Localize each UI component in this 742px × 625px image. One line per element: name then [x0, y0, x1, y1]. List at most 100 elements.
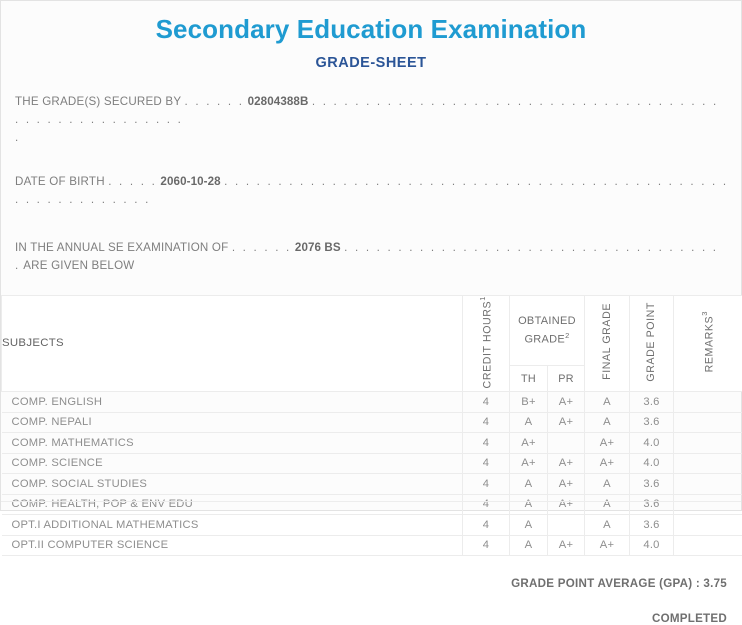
cell-final-grade: A: [585, 392, 630, 413]
gpa-text: GRADE POINT AVERAGE (GPA) : 3.75: [1, 577, 727, 590]
dob-value: 2060-10-28: [160, 175, 220, 188]
cell-theory-grade: A+: [510, 433, 548, 454]
cell-practical-grade: A+: [548, 412, 585, 433]
page-title: Secondary Education Examination: [1, 14, 741, 45]
dots-leader: . . . . . .: [232, 241, 292, 254]
title-block: Secondary Education Examination GRADE-SH…: [1, 1, 741, 71]
info-line-exam-year: IN THE ANNUAL SE EXAMINATION OF . . . . …: [15, 239, 729, 275]
cell-credit-hours: 4: [463, 494, 510, 515]
info-line-dob: DATE OF BIRTH . . . . . 2060-10-28 . . .…: [15, 173, 729, 209]
cell-subject: OPT.II COMPUTER SCIENCE: [2, 535, 463, 556]
cell-theory-grade: B+: [510, 392, 548, 413]
cell-remarks: [674, 474, 742, 495]
cell-subject: COMP. SOCIAL STUDIES: [2, 474, 463, 495]
cell-subject: COMP. ENGLISH: [2, 392, 463, 413]
cell-practical-grade: [548, 515, 585, 536]
header-grade-point-label: GRADE POINT: [645, 302, 657, 382]
footer-block: GRADE POINT AVERAGE (GPA) : 3.75 COMPLET…: [1, 577, 741, 625]
cell-theory-grade: A: [510, 412, 548, 433]
cell-subject: COMP. MATHEMATICS: [2, 433, 463, 454]
cell-credit-hours: 4: [463, 433, 510, 454]
cell-remarks: [674, 515, 742, 536]
cell-subject: OPT.I ADDITIONAL MATHEMATICS: [2, 515, 463, 536]
cell-credit-hours: 4: [463, 474, 510, 495]
student-info-block: THE GRADE(S) SECURED BY . . . . . . 0280…: [1, 93, 741, 275]
cell-grade-point: 3.6: [630, 412, 674, 433]
cell-remarks: [674, 535, 742, 556]
cell-final-grade: A: [585, 515, 630, 536]
exam-label: IN THE ANNUAL SE EXAMINATION OF: [15, 241, 228, 254]
header-credit-hours: CREDIT HOURS1: [463, 295, 510, 391]
secured-by-label: THE GRADE(S) SECURED BY: [15, 95, 181, 108]
cell-credit-hours: 4: [463, 392, 510, 413]
cell-credit-hours: 4: [463, 412, 510, 433]
cell-remarks: [674, 412, 742, 433]
cell-credit-hours: 4: [463, 453, 510, 474]
cell-theory-grade: A: [510, 515, 548, 536]
cell-grade-point: 4.0: [630, 535, 674, 556]
cell-grade-point: 3.6: [630, 515, 674, 536]
cell-theory-grade: A: [510, 474, 548, 495]
cell-remarks: [674, 392, 742, 413]
header-remarks-label: REMARKS3: [701, 311, 716, 372]
cell-practical-grade: A+: [548, 474, 585, 495]
exam-year-value: 2076 BS: [295, 241, 341, 254]
dots-leader: . . . . .: [108, 175, 157, 188]
info-line-secured-by: THE GRADE(S) SECURED BY . . . . . . 0280…: [15, 93, 729, 147]
header-grade-point: GRADE POINT: [630, 295, 674, 391]
grades-table: SUBJECTS CREDIT HOURS1 OBTAINED GRADE2 F…: [1, 295, 742, 556]
header-subjects: SUBJECTS: [2, 295, 463, 391]
cell-credit-hours: 4: [463, 535, 510, 556]
cell-credit-hours: 4: [463, 515, 510, 536]
given-below-text: ARE GIVEN BELOW: [23, 259, 134, 272]
page-subtitle: GRADE-SHEET: [1, 55, 741, 71]
cell-final-grade: A: [585, 494, 630, 515]
cell-grade-point: 4.0: [630, 453, 674, 474]
header-credit-hours-label: CREDIT HOURS1: [479, 296, 494, 388]
cell-final-grade: A+: [585, 433, 630, 454]
cell-grade-point: 4.0: [630, 433, 674, 454]
header-obtained-grade: OBTAINED GRADE2: [510, 295, 585, 366]
cell-final-grade: A: [585, 412, 630, 433]
grades-table-head: SUBJECTS CREDIT HOURS1 OBTAINED GRADE2 F…: [2, 295, 742, 391]
cell-grade-point: 3.6: [630, 392, 674, 413]
cell-practical-grade: A+: [548, 392, 585, 413]
symbol-number-value: 02804388B: [248, 95, 309, 108]
header-obtained-grade-sup: 2: [565, 331, 569, 340]
dots-leader: . . . . . .: [185, 95, 245, 108]
cell-theory-grade: A: [510, 535, 548, 556]
cell-practical-grade: A+: [548, 535, 585, 556]
cell-grade-point: 3.6: [630, 474, 674, 495]
cell-grade-point: 3.6: [630, 494, 674, 515]
cell-practical-grade: A+: [548, 453, 585, 474]
header-final-grade-label: FINAL GRADE: [601, 303, 613, 380]
cell-practical-grade: [548, 433, 585, 454]
cell-final-grade: A+: [585, 535, 630, 556]
header-remarks: REMARKS3: [674, 295, 742, 391]
cell-remarks: [674, 433, 742, 454]
bottom-divider: [1, 501, 741, 502]
cell-subject: COMP. NEPALI: [2, 412, 463, 433]
grade-sheet-page: Secondary Education Examination GRADE-SH…: [0, 0, 742, 511]
dots-leader-wrapped: .: [15, 131, 20, 144]
header-pr: PR: [548, 366, 585, 392]
header-final-grade: FINAL GRADE: [585, 295, 630, 391]
cell-final-grade: A: [585, 474, 630, 495]
cell-practical-grade: A+: [548, 494, 585, 515]
cell-remarks: [674, 453, 742, 474]
cell-theory-grade: A: [510, 494, 548, 515]
header-th: TH: [510, 366, 548, 392]
cell-remarks: [674, 494, 742, 515]
status-badge: COMPLETED: [1, 612, 727, 625]
cell-subject: COMP. SCIENCE: [2, 453, 463, 474]
cell-theory-grade: A+: [510, 453, 548, 474]
